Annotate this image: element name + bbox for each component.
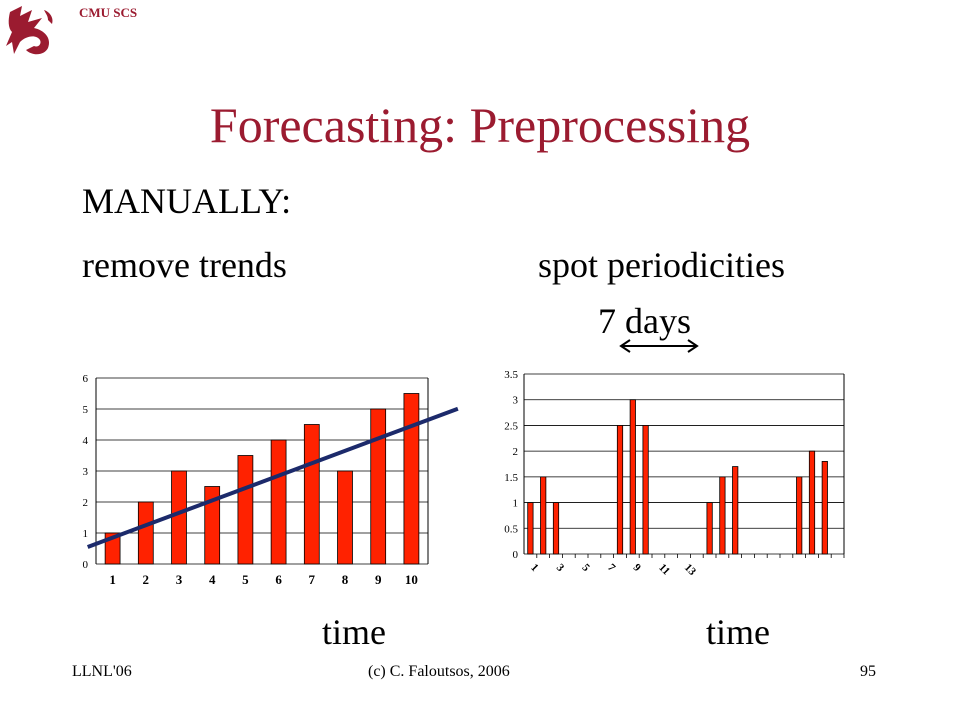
bar xyxy=(540,476,547,555)
subtitle: MANUALLY: xyxy=(82,181,292,221)
y-tick-label: 3 xyxy=(513,395,519,407)
bar xyxy=(303,424,320,565)
bar xyxy=(337,470,353,565)
y-tick-label: 2 xyxy=(83,497,89,509)
periodicity-bar-chart: 00.511.522.533.51 3 5 7 9 11 13 xyxy=(504,369,845,579)
bar xyxy=(270,439,287,565)
bar xyxy=(171,470,187,565)
bar xyxy=(732,466,739,555)
bar xyxy=(808,450,816,555)
bar xyxy=(204,486,221,565)
x-tick-label: 1 xyxy=(528,562,540,574)
bar xyxy=(370,408,387,565)
y-tick-label: 1.5 xyxy=(504,472,518,484)
x-tick-label: 3 xyxy=(554,562,567,575)
footer-left: LLNL'06 xyxy=(72,663,132,680)
x-tick-label: 2 xyxy=(143,572,150,587)
bar xyxy=(616,425,624,555)
bar xyxy=(137,501,154,565)
y-tick-label: 4 xyxy=(83,435,89,447)
y-tick-label: 2 xyxy=(513,446,519,458)
time-label-right: time xyxy=(706,612,770,652)
y-tick-label: 0 xyxy=(83,559,89,571)
bar xyxy=(706,502,713,555)
bar xyxy=(821,461,828,555)
x-tick-label: 7 xyxy=(309,572,316,587)
footer-center: (c) C. Faloutsos, 2006 xyxy=(368,663,510,680)
x-tick-label: 9 xyxy=(631,562,644,575)
y-tick-label: 0 xyxy=(513,549,519,561)
x-tick-label: 11 xyxy=(656,562,672,578)
x-tick-label: 5 xyxy=(242,572,249,587)
period-label: 7 days xyxy=(598,301,691,341)
x-tick-label: 5 xyxy=(579,562,592,575)
page-number: 95 xyxy=(860,663,876,680)
bar xyxy=(552,502,560,555)
x-tick-label: 8 xyxy=(342,572,349,587)
org-label: CMU SCS xyxy=(79,5,138,20)
remove-trends-label: remove trends xyxy=(82,245,287,285)
slide-title: Forecasting: Preprocessing xyxy=(209,97,751,153)
y-tick-label: 6 xyxy=(83,373,89,385)
x-tick-label: 10 xyxy=(405,572,418,587)
double-arrow-icon xyxy=(619,339,699,353)
x-tick-label: 1 xyxy=(109,572,116,587)
x-tick-label: 9 xyxy=(375,572,382,587)
bar xyxy=(796,476,803,555)
y-tick-label: 5 xyxy=(83,404,89,416)
dragon-logo-icon xyxy=(6,6,53,55)
bar xyxy=(527,502,534,555)
trend-bar-chart: 0 1 2 3 4 5 6 1 2 3 4 5 6 7 8 9 10 xyxy=(83,373,459,587)
bar xyxy=(642,425,649,555)
trend-line xyxy=(87,406,459,549)
y-tick-label: 0.5 xyxy=(504,523,518,535)
bar xyxy=(719,476,726,555)
spot-periodicities-label: spot periodicities xyxy=(538,245,785,285)
bar xyxy=(403,393,420,565)
bar xyxy=(629,399,636,555)
bar xyxy=(237,455,254,565)
y-tick-label: 1 xyxy=(83,528,89,540)
y-tick-label: 3.5 xyxy=(504,369,518,381)
x-tick-label: 7 xyxy=(605,562,618,575)
time-label-left: time xyxy=(322,612,386,652)
y-tick-label: 3 xyxy=(83,466,89,478)
y-tick-label: 2.5 xyxy=(504,420,518,432)
x-tick-label: 6 xyxy=(275,572,282,587)
x-tick-label: 4 xyxy=(209,572,216,587)
x-tick-label: 13 xyxy=(682,562,699,579)
y-tick-label: 1 xyxy=(513,498,519,510)
x-tick-label: 3 xyxy=(176,572,183,587)
